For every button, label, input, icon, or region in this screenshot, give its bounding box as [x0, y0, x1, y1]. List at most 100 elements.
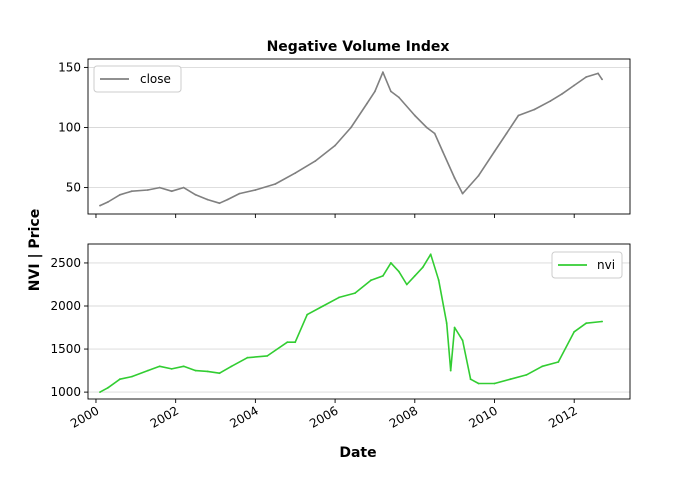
nvi-data-point — [119, 378, 121, 381]
nvi-gridlines — [88, 262, 630, 393]
nvi-data-point — [453, 326, 456, 329]
price-data-point — [413, 114, 416, 117]
nvi-data-point — [218, 372, 221, 375]
nvi-data-point — [130, 375, 133, 378]
price-data-point — [99, 204, 101, 207]
nvi-data-point — [382, 275, 384, 277]
nvi-data-point — [194, 369, 197, 372]
price-data-point — [601, 78, 603, 81]
price-data-point — [334, 144, 336, 147]
price-data-point — [441, 150, 444, 153]
price-data-point — [374, 90, 376, 93]
price-series — [99, 71, 603, 207]
nvi-data-point — [585, 322, 588, 325]
nvi-data-point — [99, 391, 101, 393]
nvi-y-ticks: 1000 1500 2000 2500 — [50, 256, 88, 399]
price-legend-label: close — [140, 72, 171, 86]
nvi-data-point — [230, 365, 233, 368]
price-panel: 50 100 150 close — [58, 58, 631, 215]
price-data-point — [194, 193, 197, 196]
price-data-point — [453, 177, 456, 179]
nvi-data-point — [146, 369, 149, 372]
price-data-point — [382, 71, 384, 74]
y-axis-label: NVI | Price — [27, 209, 43, 291]
nvi-data-point — [206, 370, 209, 373]
nvi-data-point — [541, 365, 544, 368]
nvi-data-point — [107, 386, 109, 389]
price-y-tick-label: 150 — [58, 60, 81, 74]
price-data-point — [425, 126, 428, 129]
price-data-point — [493, 150, 496, 153]
nvi-data-point — [437, 279, 440, 282]
price-data-point — [130, 190, 133, 193]
nvi-data-point — [390, 262, 392, 264]
price-data-point — [146, 189, 149, 191]
price-data-point — [433, 132, 436, 135]
price-data-point — [238, 192, 241, 195]
nvi-data-point — [413, 275, 416, 277]
price-y-tick-label: 50 — [66, 181, 81, 195]
price-y-ticks: 50 100 150 — [58, 60, 88, 195]
nvi-y-tick-label: 1000 — [50, 385, 81, 399]
price-data-point — [573, 84, 576, 87]
price-data-point — [107, 201, 109, 203]
nvi-series — [99, 253, 603, 393]
nvi-data-point — [266, 355, 269, 357]
price-data-point — [398, 96, 400, 99]
price-data-point — [274, 183, 277, 185]
nvi-data-point — [158, 365, 161, 368]
nvi-y-tick-label: 2000 — [50, 299, 81, 313]
nvi-panel: 1000 1500 2000 2500 nvi — [50, 243, 631, 400]
nvi-data-point — [461, 339, 464, 342]
price-data-point — [218, 202, 221, 205]
nvi-data-point — [525, 374, 528, 376]
price-panel-frame — [87, 58, 631, 215]
chart-title: Negative Volume Index — [267, 39, 450, 55]
nvi-data-point — [354, 292, 356, 294]
nvi-data-point — [449, 369, 452, 372]
price-data-point — [350, 126, 352, 129]
nvi-data-point — [246, 356, 249, 359]
price-data-point — [294, 172, 297, 175]
nvi-data-point — [322, 305, 324, 307]
nvi-data-point — [338, 296, 340, 299]
nvi-data-point — [573, 330, 576, 333]
nvi-panel-frame — [87, 243, 631, 400]
nvi-data-point — [557, 361, 560, 363]
nvi-data-point — [429, 253, 432, 256]
nvi-y-tick-label: 2500 — [50, 256, 81, 270]
price-data-point — [461, 192, 464, 195]
price-data-point — [549, 100, 552, 102]
price-data-point — [119, 193, 121, 196]
price-data-point — [254, 189, 257, 191]
price-data-point — [314, 160, 317, 163]
nvi-data-point — [182, 365, 185, 368]
nvi-y-tick-label: 1500 — [50, 342, 81, 356]
nvi-data-point — [601, 320, 603, 323]
nvi-data-point — [477, 382, 480, 385]
price-data-point — [182, 186, 185, 189]
nvi-data-point — [398, 270, 400, 273]
nvi-data-point — [493, 382, 496, 385]
nvi-data-point — [421, 266, 424, 269]
price-data-point — [505, 132, 508, 135]
price-data-point — [206, 198, 209, 201]
price-data-point — [597, 72, 599, 75]
nvi-data-point — [170, 368, 173, 370]
price-data-point — [477, 174, 480, 177]
nvi-data-point — [469, 378, 472, 381]
x-axis-label: Date — [339, 445, 376, 461]
price-data-point — [533, 108, 536, 111]
nvi-legend-label: nvi — [597, 258, 615, 272]
nvi-legend: nvi — [551, 251, 623, 279]
price-data-point — [366, 102, 368, 105]
nvi-data-point — [405, 283, 408, 286]
price-legend-box — [93, 65, 182, 93]
nvi-data-point — [509, 378, 512, 381]
nvi-data-point — [445, 322, 448, 325]
price-data-point — [390, 90, 392, 93]
price-data-point — [561, 92, 564, 95]
price-data-point — [517, 114, 520, 117]
nvi-data-point — [306, 313, 309, 316]
